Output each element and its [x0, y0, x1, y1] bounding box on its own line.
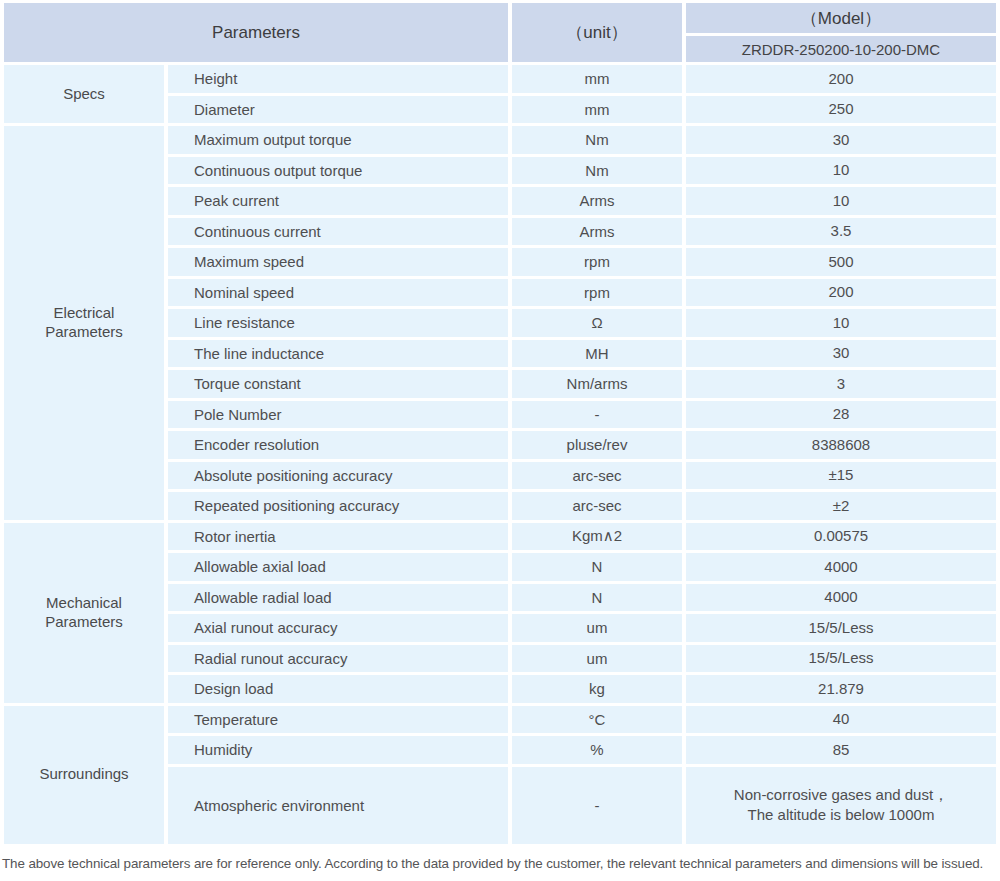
parameter-name-cell: Continuous current [168, 218, 508, 246]
value-cell: 30 [686, 340, 996, 368]
unit-cell: um [512, 614, 682, 642]
unit-cell: Arms [512, 187, 682, 215]
parameter-name-cell: Torque constant [168, 370, 508, 398]
unit-cell: Kgm∧2 [512, 523, 682, 551]
parameter-name-cell: Peak current [168, 187, 508, 215]
value-cell: 30 [686, 126, 996, 154]
category-cell: Surroundings [4, 706, 164, 844]
header-parameters: Parameters [4, 3, 508, 62]
value-cell: 10 [686, 157, 996, 185]
category-cell: Electrical Parameters [4, 126, 164, 520]
unit-cell: um [512, 645, 682, 673]
spec-table-body: SpecsHeightmm200Diametermm250Electrical … [4, 65, 996, 844]
unit-cell: - [512, 401, 682, 429]
value-cell: 0.00575 [686, 523, 996, 551]
parameter-name-cell: Radial runout accuracy [168, 645, 508, 673]
parameter-name-cell: Nominal speed [168, 279, 508, 307]
unit-cell: N [512, 553, 682, 581]
value-cell: Non-corrosive gases and dust， The altitu… [686, 767, 996, 844]
value-cell: ±2 [686, 492, 996, 520]
parameter-name-cell: Maximum output torque [168, 126, 508, 154]
unit-cell: N [512, 584, 682, 612]
parameter-name-cell: Height [168, 65, 508, 93]
table-row: Mechanical ParametersRotor inertiaKgm∧20… [4, 523, 996, 551]
value-cell: 10 [686, 187, 996, 215]
category-cell: Mechanical Parameters [4, 523, 164, 703]
parameter-name-cell: Pole Number [168, 401, 508, 429]
spec-table: Parameters （unit） （Model） ZRDDR-250200-1… [0, 0, 1000, 847]
parameter-name-cell: Rotor inertia [168, 523, 508, 551]
unit-cell: mm [512, 65, 682, 93]
parameter-name-cell: Encoder resolution [168, 431, 508, 459]
unit-cell: pluse/rev [512, 431, 682, 459]
parameter-name-cell: Allowable radial load [168, 584, 508, 612]
unit-cell: Ω [512, 309, 682, 337]
unit-cell: Nm/arms [512, 370, 682, 398]
unit-cell: MH [512, 340, 682, 368]
parameter-name-cell: Temperature [168, 706, 508, 734]
parameter-name-cell: Absolute positioning accuracy [168, 462, 508, 490]
value-cell: 3 [686, 370, 996, 398]
unit-cell: - [512, 767, 682, 844]
header-unit: （unit） [512, 3, 682, 62]
unit-cell: rpm [512, 279, 682, 307]
unit-cell: mm [512, 96, 682, 124]
value-cell: 250 [686, 96, 996, 124]
header-model-value: ZRDDR-250200-10-200-DMC [686, 36, 996, 62]
header-model: （Model） [686, 3, 996, 33]
unit-cell: Nm [512, 126, 682, 154]
value-cell: 3.5 [686, 218, 996, 246]
spec-table-header: Parameters （unit） （Model） ZRDDR-250200-1… [4, 3, 996, 62]
parameter-name-cell: The line inductance [168, 340, 508, 368]
value-cell: 28 [686, 401, 996, 429]
unit-cell: Nm [512, 157, 682, 185]
unit-cell: Arms [512, 218, 682, 246]
value-cell: 500 [686, 248, 996, 276]
parameter-name-cell: Humidity [168, 736, 508, 764]
value-cell: 200 [686, 279, 996, 307]
value-cell: 4000 [686, 553, 996, 581]
value-cell: 40 [686, 706, 996, 734]
header-row-1: Parameters （unit） （Model） [4, 3, 996, 33]
spec-sheet-page: Parameters （unit） （Model） ZRDDR-250200-1… [0, 0, 1000, 881]
unit-cell: kg [512, 675, 682, 703]
category-cell: Specs [4, 65, 164, 123]
value-cell: 4000 [686, 584, 996, 612]
unit-cell: arc-sec [512, 462, 682, 490]
value-cell: 15/5/Less [686, 614, 996, 642]
parameter-name-cell: Atmospheric environment [168, 767, 508, 844]
parameter-name-cell: Repeated positioning accuracy [168, 492, 508, 520]
parameter-name-cell: Maximum speed [168, 248, 508, 276]
unit-cell: % [512, 736, 682, 764]
parameter-name-cell: Continuous output torque [168, 157, 508, 185]
unit-cell: rpm [512, 248, 682, 276]
value-cell: 10 [686, 309, 996, 337]
value-cell: 8388608 [686, 431, 996, 459]
unit-cell: °C [512, 706, 682, 734]
unit-cell: arc-sec [512, 492, 682, 520]
value-cell: 85 [686, 736, 996, 764]
value-cell: 200 [686, 65, 996, 93]
value-cell: 21.879 [686, 675, 996, 703]
parameter-name-cell: Axial runout accuracy [168, 614, 508, 642]
footer-note: The above technical parameters are for r… [2, 856, 998, 871]
table-row: Electrical ParametersMaximum output torq… [4, 126, 996, 154]
value-cell: ±15 [686, 462, 996, 490]
parameter-name-cell: Design load [168, 675, 508, 703]
parameter-name-cell: Allowable axial load [168, 553, 508, 581]
table-row: SpecsHeightmm200 [4, 65, 996, 93]
parameter-name-cell: Line resistance [168, 309, 508, 337]
table-row: SurroundingsTemperature°C40 [4, 706, 996, 734]
parameter-name-cell: Diameter [168, 96, 508, 124]
value-cell: 15/5/Less [686, 645, 996, 673]
